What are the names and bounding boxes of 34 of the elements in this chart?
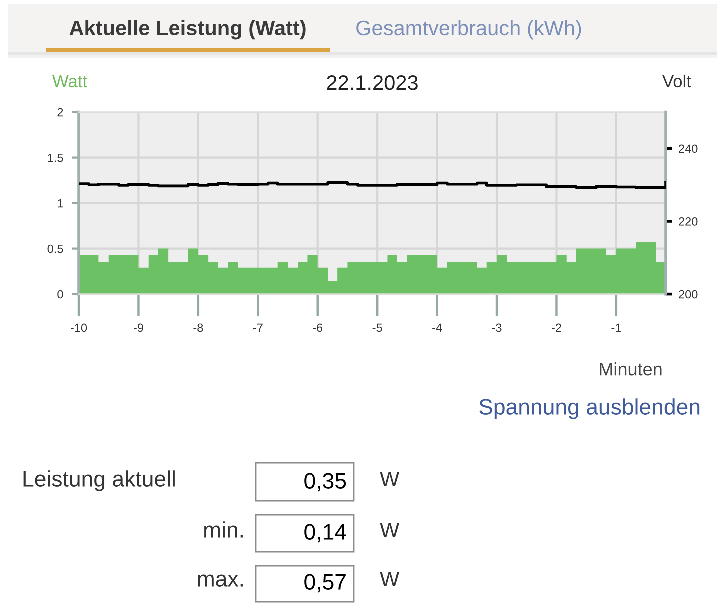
- text: Gesamtverbrauch (kWh): [356, 20, 582, 40]
- text: 0,35: [304, 473, 346, 492]
- x-tick-label: -10: [70, 324, 88, 332]
- text: W: [380, 523, 400, 538]
- x-tick-label: -9: [134, 324, 144, 332]
- y-tick-label: 0: [58, 290, 64, 299]
- text: Spannung ausblenden: [480, 398, 700, 420]
- text: min.: [204, 522, 243, 538]
- x-tick-label: -4: [432, 324, 442, 332]
- y2-tick-label: 220: [679, 218, 698, 226]
- y-tick-label: 0.5: [48, 244, 64, 254]
- text: W: [380, 472, 400, 486]
- y2-axis-title: Volt: [662, 74, 692, 88]
- x-axis-title: Minuten: [600, 362, 662, 376]
- text: 0,14: [304, 524, 346, 543]
- x-tick-label: -5: [372, 324, 382, 332]
- y-tick-label: 1: [58, 199, 64, 208]
- chart-title: 22.1.2023: [327, 76, 418, 90]
- text: W: [380, 572, 400, 586]
- text: Leistung aktuell: [24, 470, 175, 492]
- y-tick-label: 2: [58, 108, 64, 117]
- text: 0,57: [304, 574, 346, 593]
- text: Aktuelle Leistung (Watt): [70, 20, 306, 40]
- x-tick-label: -3: [492, 324, 502, 332]
- y2-tick-label: 200: [679, 290, 698, 299]
- y-axis-title: Watt: [52, 76, 88, 88]
- x-tick-label: -2: [552, 324, 562, 332]
- x-tick-label: -8: [194, 324, 204, 332]
- y2-tick-label: 240: [679, 144, 698, 154]
- x-tick-label: -7: [253, 324, 263, 332]
- y-tick-label: 1.5: [48, 154, 64, 162]
- x-tick-label: -1: [612, 324, 622, 332]
- x-tick-label: -6: [313, 324, 323, 332]
- text: max.: [198, 574, 243, 587]
